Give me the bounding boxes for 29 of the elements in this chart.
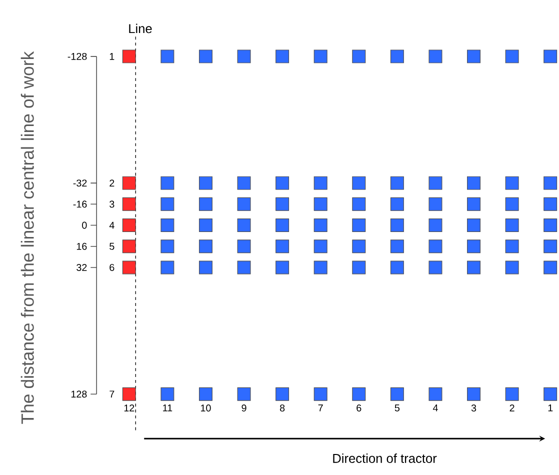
y-tick-label: -128 [68, 52, 87, 60]
x-tick-label: 6 [356, 404, 362, 412]
x-tick-label: 9 [242, 404, 246, 412]
annotation: 2 [110, 179, 114, 186]
annotation: 6 [110, 264, 114, 271]
annotation: 3 [110, 200, 114, 208]
annotation: 5 [110, 242, 114, 250]
y-axis-title: The distance from the linear central line of work [20, 51, 34, 424]
y-tick-label: 16 [76, 242, 87, 250]
y-tick-label: 0 [82, 222, 87, 229]
x-axis-title: Direction of tractor [333, 453, 437, 463]
x-tick-label: 3 [471, 404, 476, 412]
x-tick-label: 8 [280, 404, 285, 412]
x-tick-label: 4 [432, 404, 438, 412]
ref-line-label: Line [129, 24, 152, 34]
x-tick-label: 11 [163, 404, 172, 412]
y-tick-label: 128 [71, 390, 87, 398]
y-tick-label: 32 [76, 264, 87, 271]
x-tick-label: 10 [200, 404, 211, 412]
annotation: 7 [110, 390, 114, 398]
y-tick-label: -32 [73, 179, 87, 186]
x-tick-label: 5 [394, 404, 400, 412]
x-tick-label: 7 [318, 404, 323, 412]
x-tick-label: 1 [548, 404, 553, 412]
x-tick-label: 12 [124, 404, 134, 412]
x-tick-label: 2 [510, 404, 514, 412]
annotation: 4 [109, 222, 114, 229]
annotation: 1 [110, 52, 114, 60]
y-tick-label: -16 [73, 200, 87, 208]
